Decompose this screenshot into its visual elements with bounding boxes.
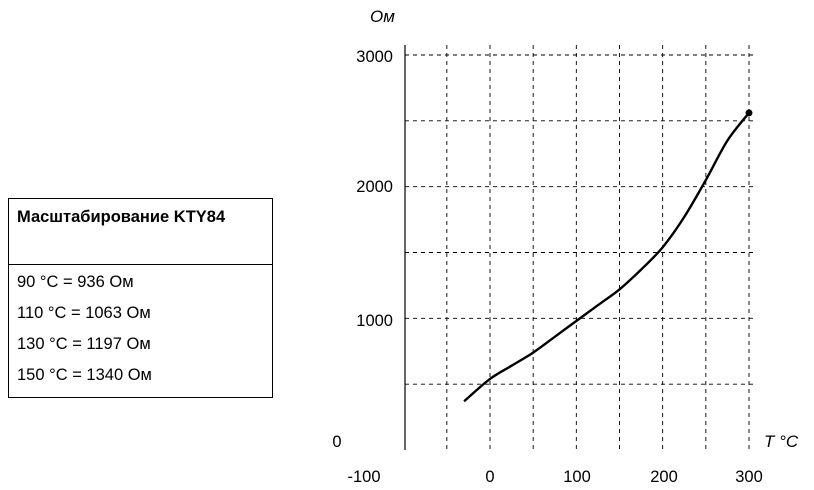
table-row: 90 °C = 936 Ом <box>17 273 134 291</box>
x-tick-label: 0 <box>485 468 494 486</box>
x-tick-label: 100 <box>563 468 591 486</box>
y-tick-label: 0 <box>332 433 341 451</box>
y-tick-label: 3000 <box>356 48 393 66</box>
y-tick-label: 1000 <box>356 312 393 330</box>
table-row: 130 °C = 1197 Ом <box>17 335 151 353</box>
series-line <box>463 112 750 403</box>
tick-labels: 3000 2000 1000 0 -100 0 100 200 300 <box>332 48 762 486</box>
table-row: 110 °C = 1063 Ом <box>17 304 151 322</box>
end-point-marker <box>745 109 753 117</box>
table-row: 150 °C = 1340 Ом <box>17 366 152 384</box>
x-tick-label: 200 <box>650 468 678 486</box>
y-axis-title: Ом <box>370 7 395 26</box>
y-tick-label: 2000 <box>356 178 393 196</box>
ktyscaling-table: Масштабирование KTY84 90 °C = 936 Ом 110… <box>8 198 273 398</box>
x-tick-label: 300 <box>735 468 763 486</box>
x-tick-label: -100 <box>347 468 380 486</box>
x-axis-title: T °C <box>764 432 799 451</box>
table-title: Масштабирование KTY84 <box>9 199 272 265</box>
table-rows: 90 °C = 936 Ом 110 °C = 1063 Ом 130 °C =… <box>9 265 272 391</box>
chart-grid <box>405 45 755 450</box>
